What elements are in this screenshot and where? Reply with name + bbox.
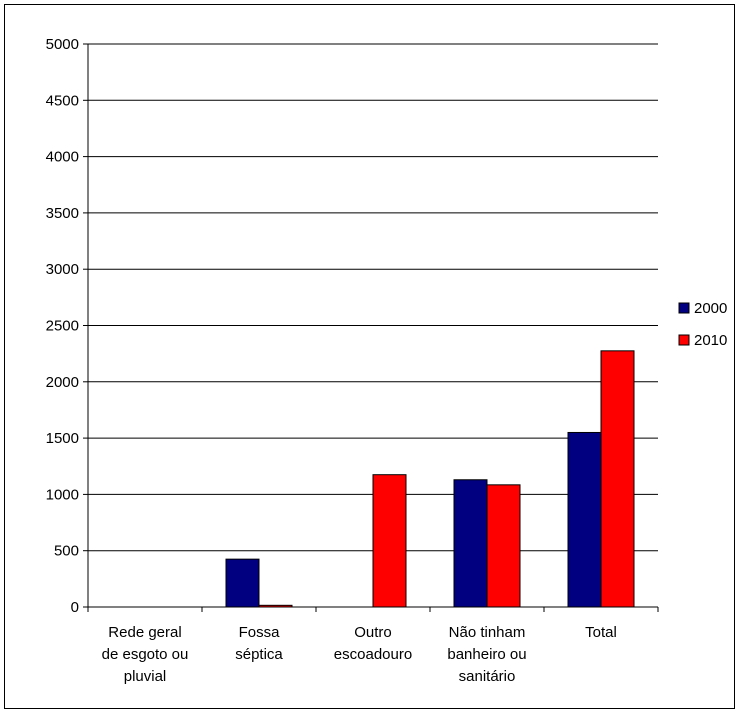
- y-tick-label: 1500: [46, 430, 79, 447]
- x-tick-label-line: pluvial: [124, 668, 167, 685]
- y-tick-label: 3000: [46, 261, 79, 278]
- legend-label-2010: 2010: [694, 332, 727, 349]
- y-tick-label: 5000: [46, 36, 79, 53]
- y-tick-label: 1000: [46, 486, 79, 503]
- x-tick-label-line: sanitário: [459, 668, 516, 685]
- x-tick-label-line: Fossa: [239, 624, 281, 641]
- x-tick-label: Fossa séptica: [235, 624, 283, 663]
- bar-2010: [372, 474, 407, 608]
- bar-2010: [600, 350, 635, 608]
- x-tick-label: Total: [585, 624, 617, 641]
- legend: 2000 2010: [678, 300, 727, 349]
- y-tick-label: 500: [54, 543, 79, 560]
- legend-label-2000: 2000: [694, 300, 727, 317]
- x-tick-label: Outro escoadouro: [334, 624, 412, 663]
- legend-swatch-2010: [678, 334, 690, 346]
- y-tick-label: 0: [71, 599, 79, 616]
- axes: [83, 43, 659, 612]
- x-tick-label-line: Outro: [354, 624, 392, 641]
- y-tick-label: 2500: [46, 318, 79, 335]
- gridlines: [88, 43, 658, 552]
- bar-2000: [567, 431, 602, 608]
- x-tick-label-line: de esgoto ou: [102, 646, 189, 663]
- y-tick-label: 2000: [46, 374, 79, 391]
- x-tick-label-line: Total: [585, 624, 617, 641]
- x-tick-label: Não tinham banheiro ou sanitário: [447, 624, 526, 685]
- chart-frame: 0 500 1000 1500 2000 2500 3000 3500 4000 4500 5000…: [4, 4, 735, 709]
- bar-2000: [225, 558, 260, 608]
- x-tick-label-line: escoadouro: [334, 646, 412, 663]
- bar-2000: [453, 479, 488, 608]
- x-tick-label-line: banheiro ou: [447, 646, 526, 663]
- y-tick-label: 3500: [46, 205, 79, 222]
- bar-chart: 0 500 1000 1500 2000 2500 3000 3500 4000 4500 5000…: [46, 36, 728, 685]
- y-tick-label: 4500: [46, 92, 79, 109]
- x-tick-labels: Rede geral de esgoto ou pluvial Fossa séptic…: [102, 624, 617, 685]
- x-tick-label-line: séptica: [235, 646, 283, 663]
- legend-swatch-2000: [678, 302, 690, 314]
- x-tick-label-line: Rede geral: [108, 624, 181, 641]
- y-tick-label: 4000: [46, 149, 79, 166]
- bars: [225, 350, 635, 608]
- x-tick-label-line: Não tinham: [449, 624, 526, 641]
- bar-2010: [486, 484, 521, 608]
- y-tick-labels: 0 500 1000 1500 2000 2500 3000 3500 4000 4500 5000: [46, 36, 79, 616]
- x-tick-label: Rede geral de esgoto ou pluvial: [102, 624, 189, 685]
